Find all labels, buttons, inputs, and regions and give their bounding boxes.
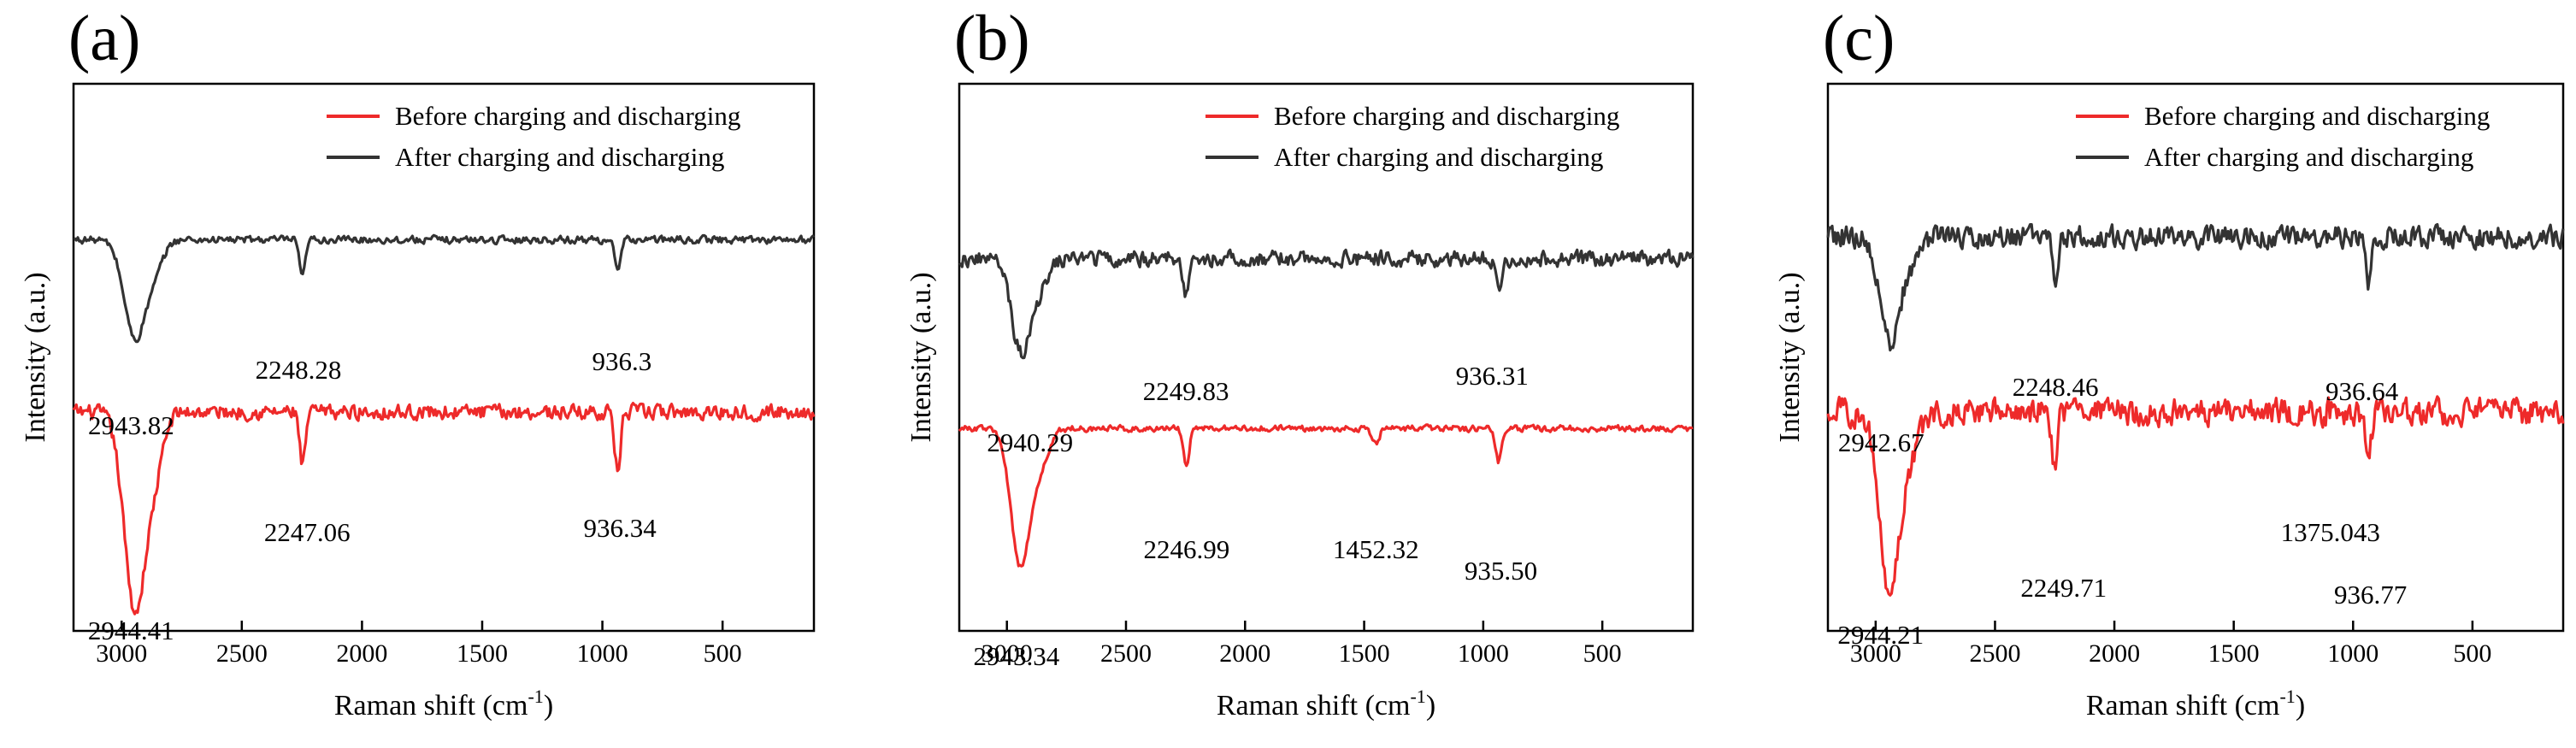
y-axis-label: Intensity (a.u.) — [905, 272, 937, 442]
chart-panel-b: (b) 3000 2500 2000 1500 1000 500 Raman shift (c… — [905, 3, 1695, 721]
x-axis-label: Raman shift (cm-1) — [1217, 686, 1435, 721]
x-tick-label: 1500 — [2208, 639, 2260, 668]
x-tick-label: 500 — [704, 639, 742, 668]
peak-label: 1452.32 — [1333, 534, 1419, 564]
peak-label: 936.34 — [583, 513, 657, 543]
series-after-line — [1826, 222, 2565, 352]
x-tick-label: 2500 — [216, 639, 268, 668]
x-tick-label: 2500 — [1969, 639, 2020, 668]
peak-label: 2943.34 — [973, 641, 1059, 671]
series-before-line — [958, 423, 1694, 568]
x-axis-label: Raman shift (cm-1) — [2086, 686, 2305, 721]
legend-label: After charging and discharging — [2144, 142, 2473, 172]
peak-label: 2943.82 — [88, 410, 174, 440]
x-tick-label: 2000 — [336, 639, 387, 668]
panel-label: (c) — [1823, 3, 1895, 74]
peak-label: 2248.46 — [2013, 372, 2099, 402]
peak-label: 2942.67 — [1838, 427, 1925, 457]
x-tick-label: 1000 — [577, 639, 628, 668]
peak-label: 2944.41 — [88, 615, 174, 645]
x-tick-label: 2000 — [2089, 639, 2140, 668]
panel-label: (a) — [68, 3, 140, 74]
plot-frame — [958, 82, 1695, 633]
legend-label: Before charging and discharging — [1274, 101, 1619, 131]
x-tick-label: 3000 — [1850, 639, 1901, 668]
plot-frame — [1826, 82, 2565, 633]
x-tick-label: 3000 — [96, 639, 147, 668]
legend-label: Before charging and discharging — [395, 101, 740, 131]
chart-panel-a: (a) 3000 2500 2000 1500 1000 500 Raman shift (c… — [20, 3, 816, 721]
panel-label: (b) — [954, 3, 1030, 74]
peak-label: 936.77 — [2334, 580, 2407, 610]
peak-label: 2246.99 — [1143, 534, 1229, 564]
series-before-line — [1826, 395, 2565, 597]
x-tick-label: 1500 — [1339, 639, 1390, 668]
y-axis-label: Intensity (a.u.) — [1774, 272, 1806, 442]
peak-label: 2944.21 — [1837, 620, 1924, 650]
legend-label: Before charging and discharging — [2144, 101, 2490, 131]
peak-label: 2249.71 — [2020, 573, 2107, 603]
peak-label: 2248.28 — [256, 355, 342, 385]
x-tick-label: 1500 — [457, 639, 508, 668]
x-tick-label: 2500 — [1100, 639, 1152, 668]
chart-panel-c: (c) 3000 2500 2000 1500 1000 500 Raman shift (c… — [1774, 3, 2565, 721]
x-tick-label: 1000 — [1458, 639, 1509, 668]
legend-label: After charging and discharging — [395, 142, 724, 172]
x-axis-label: Raman shift (cm-1) — [334, 686, 553, 721]
peak-label: 2249.83 — [1143, 376, 1229, 406]
x-tick-label: 1000 — [2327, 639, 2379, 668]
peak-label: 936.3 — [592, 346, 651, 376]
peak-label: 935.50 — [1465, 556, 1537, 586]
peak-label: 2940.29 — [987, 427, 1073, 457]
peak-label: 2247.06 — [264, 517, 351, 547]
peak-label: 936.31 — [1456, 361, 1529, 391]
x-tick-label: 2000 — [1219, 639, 1270, 668]
x-tick-label: 3000 — [981, 639, 1033, 668]
series-after-line — [73, 233, 815, 344]
y-axis-label: Intensity (a.u.) — [20, 272, 51, 442]
legend-label: After charging and discharging — [1274, 142, 1603, 172]
x-tick-label: 500 — [2453, 639, 2491, 668]
plot-frame — [72, 82, 816, 633]
x-tick-label: 500 — [1583, 639, 1622, 668]
peak-label: 936.64 — [2325, 376, 2399, 406]
peak-label: 1375.043 — [2281, 517, 2380, 547]
series-before-line — [72, 402, 816, 615]
series-after-line — [958, 248, 1695, 360]
